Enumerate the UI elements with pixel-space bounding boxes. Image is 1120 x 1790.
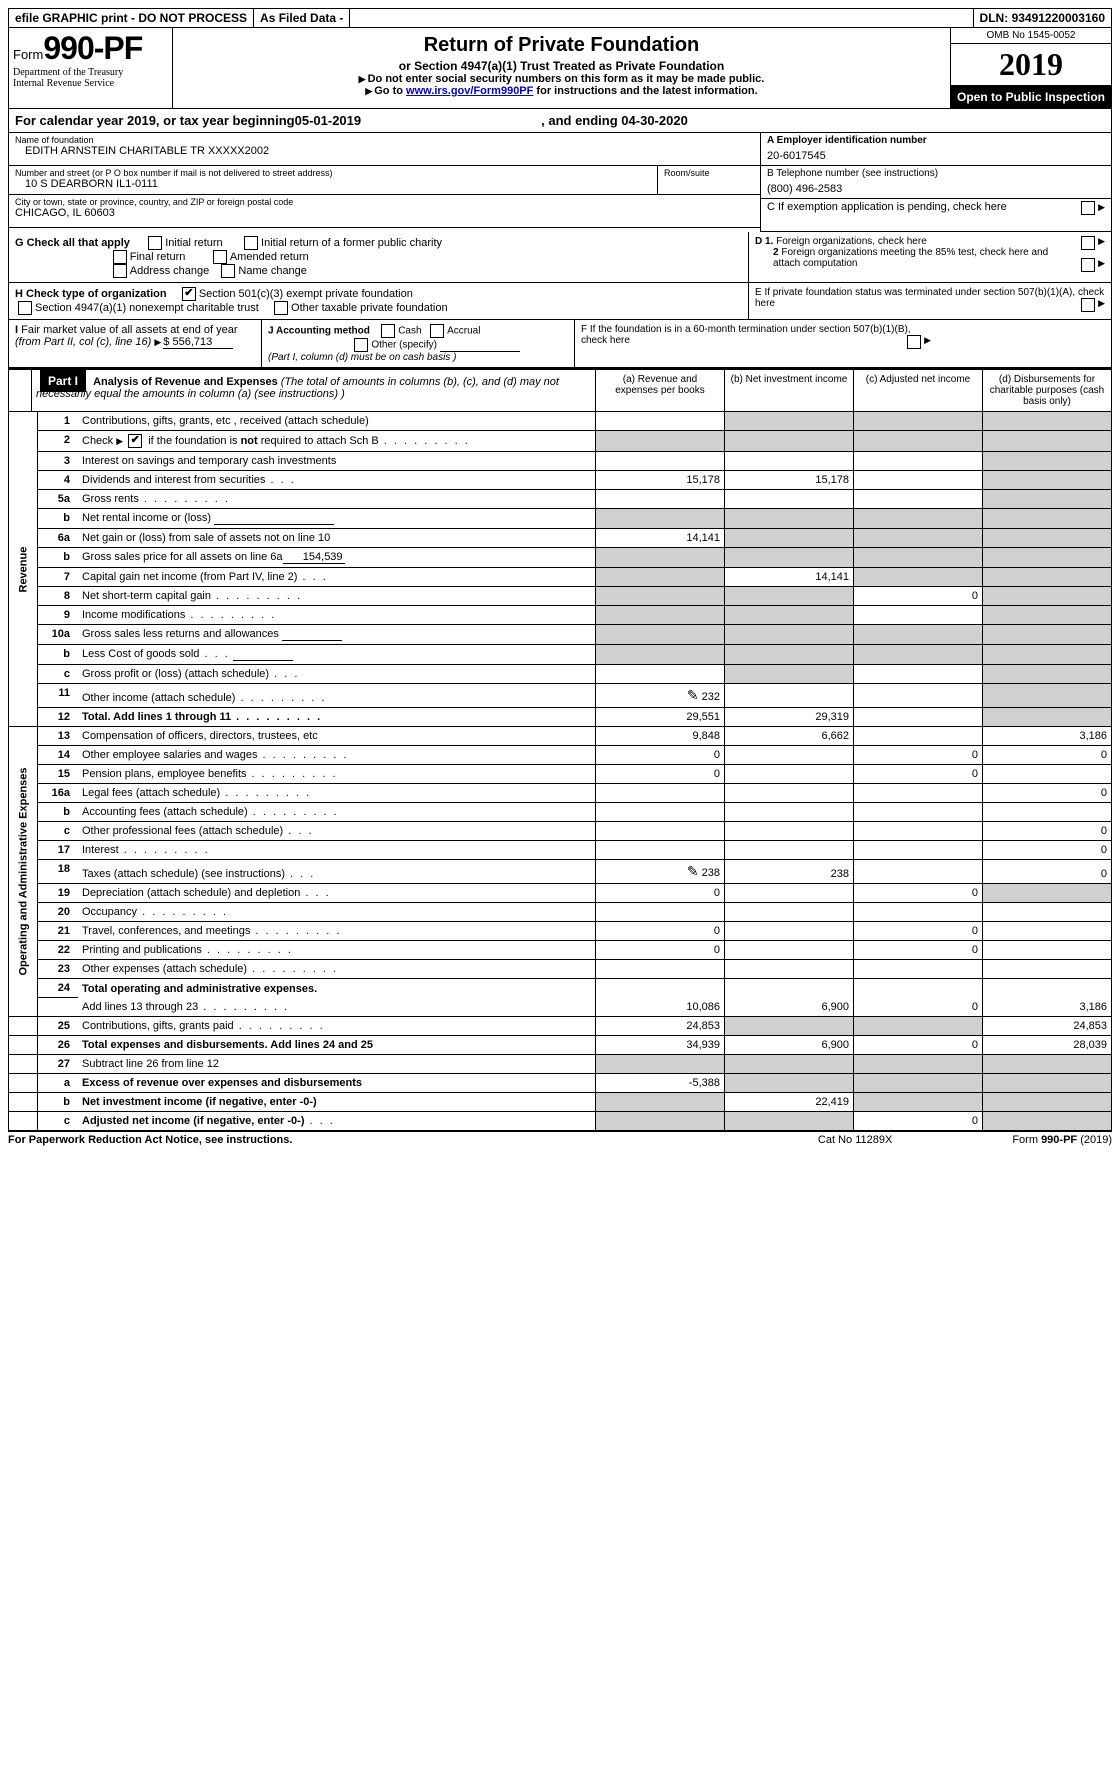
row-ijf: I Fair market value of all assets at end… [8, 320, 1112, 368]
foundation-name: Name of foundation EDITH ARNSTEIN CHARIT… [9, 133, 760, 166]
col-a: (a) Revenue and expenses per books [595, 370, 724, 411]
footer: For Paperwork Reduction Act Notice, see … [8, 1131, 1112, 1146]
cb-d1[interactable] [1081, 236, 1095, 250]
tax-year: 2019 [951, 44, 1111, 86]
part1-header: Part I Analysis of Revenue and Expenses … [8, 368, 1112, 412]
cb-f[interactable] [907, 335, 921, 349]
telephone: B Telephone number (see instructions) (8… [761, 166, 1111, 199]
checkbox-c[interactable] [1081, 201, 1095, 215]
cb-501c3[interactable] [182, 287, 196, 301]
address-row: Number and street (or P O box number if … [9, 166, 760, 195]
box-c: C If exemption application is pending, c… [761, 199, 1111, 232]
title-box: Return of Private Foundation or Section … [173, 28, 950, 108]
cb-cash[interactable] [381, 324, 395, 338]
box-f: F If the foundation is in a 60-month ter… [575, 320, 937, 367]
form-title: Return of Private Foundation [177, 34, 946, 57]
cb-other-tax[interactable] [274, 301, 288, 315]
row-h-e: H Check type of organization Section 501… [8, 283, 1112, 320]
omb: OMB No 1545-0052 [951, 28, 1111, 44]
cb-schb[interactable] [128, 434, 142, 448]
cb-accrual[interactable] [430, 324, 444, 338]
form-number-box: Form990-PF Department of the Treasury In… [9, 28, 173, 108]
box-h: H Check type of organization Section 501… [9, 283, 748, 319]
box-i: I Fair market value of all assets at end… [9, 320, 262, 367]
city-row: City or town, state or province, country… [9, 195, 760, 228]
cb-e[interactable] [1081, 298, 1095, 312]
cb-initial-former[interactable] [244, 236, 258, 250]
cb-final[interactable] [113, 250, 127, 264]
pen-icon[interactable]: ✎ [687, 863, 699, 879]
top-bar: efile GRAPHIC print - DO NOT PROCESS As … [8, 8, 1112, 28]
cb-other-acct[interactable] [354, 338, 368, 352]
cb-d2[interactable] [1081, 258, 1095, 272]
box-j: J Accounting method Cash Accrual Other (… [262, 320, 575, 367]
dln: DLN: 93491220003160 [974, 9, 1111, 27]
as-filed: As Filed Data - [254, 9, 350, 27]
box-d: D 1. Foreign organizations, check here 2… [748, 232, 1111, 282]
info-grid: Name of foundation EDITH ARNSTEIN CHARIT… [8, 133, 1112, 232]
irs-link[interactable]: www.irs.gov/Form990PF [406, 85, 533, 97]
revenue-label: Revenue [9, 412, 38, 727]
col-c: (c) Adjusted net income [853, 370, 982, 411]
open-public: Open to Public Inspection [951, 86, 1111, 108]
col-d: (d) Disbursements for charitable purpose… [982, 370, 1111, 411]
cb-amended[interactable] [213, 250, 227, 264]
box-e: E If private foundation status was termi… [748, 283, 1111, 319]
cb-name[interactable] [221, 264, 235, 278]
row-g-d: G Check all that apply Initial return In… [8, 232, 1112, 283]
part1-table: Revenue 1Contributions, gifts, grants, e… [8, 412, 1112, 1131]
efile-notice: efile GRAPHIC print - DO NOT PROCESS [9, 9, 254, 27]
cb-address[interactable] [113, 264, 127, 278]
cb-4947[interactable] [18, 301, 32, 315]
col-b: (b) Net investment income [724, 370, 853, 411]
box-g: G Check all that apply Initial return In… [9, 232, 748, 282]
cb-initial[interactable] [148, 236, 162, 250]
pen-icon[interactable]: ✎ [687, 687, 699, 703]
expenses-label: Operating and Administrative Expenses [9, 727, 38, 1017]
ein: A Employer identification number 20-6017… [761, 133, 1111, 166]
form-header: Form990-PF Department of the Treasury In… [8, 28, 1112, 109]
calendar-year-row: For calendar year 2019, or tax year begi… [8, 109, 1112, 133]
right-box: OMB No 1545-0052 2019 Open to Public Ins… [950, 28, 1111, 108]
